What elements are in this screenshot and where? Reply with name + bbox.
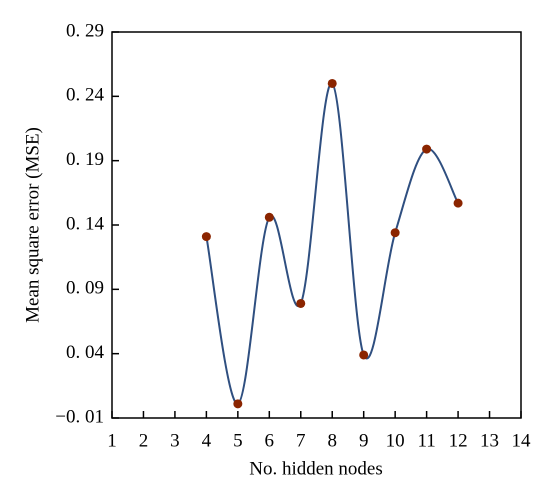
line bbox=[205, 82, 459, 405]
x-tick-label: 10 bbox=[386, 430, 405, 451]
y-tick-label: 0. 09 bbox=[66, 278, 104, 299]
x-tick-label: 14 bbox=[512, 430, 532, 451]
x-axis-label: No. hidden nodes bbox=[249, 458, 383, 479]
y-tick-label: −0. 01 bbox=[55, 406, 104, 427]
x-tick-label: 6 bbox=[265, 430, 275, 451]
x-tick-label: 3 bbox=[170, 430, 180, 451]
marker bbox=[233, 399, 243, 409]
x-tick-label: 11 bbox=[417, 430, 435, 451]
marker bbox=[359, 350, 369, 360]
marker bbox=[327, 78, 337, 88]
y-tick-label: 0. 24 bbox=[66, 85, 105, 106]
x-tick-label: 7 bbox=[296, 430, 306, 451]
y-tick-label: 0. 29 bbox=[66, 20, 104, 41]
y-tick-label: 0. 04 bbox=[66, 342, 105, 363]
plot-frame bbox=[111, 31, 522, 419]
x-tick-label: 13 bbox=[480, 430, 499, 451]
y-axis-label: Mean square error (MSE) bbox=[22, 127, 43, 323]
x-tick-label: 12 bbox=[449, 430, 468, 451]
x-tick-label: 1 bbox=[107, 430, 117, 451]
x-tick-label: 2 bbox=[139, 430, 149, 451]
x-tick-label: 9 bbox=[359, 430, 369, 451]
marker bbox=[296, 298, 306, 308]
x-tick-label: 4 bbox=[202, 430, 212, 451]
y-tick-label: 0. 14 bbox=[66, 213, 105, 234]
marker bbox=[422, 144, 432, 154]
x-tick-label: 8 bbox=[327, 430, 337, 451]
marker bbox=[390, 228, 400, 238]
x-tick-label: 5 bbox=[233, 430, 243, 451]
y-tick-label: 0. 19 bbox=[66, 149, 104, 170]
marker bbox=[453, 198, 463, 208]
marker bbox=[201, 232, 211, 242]
marker bbox=[264, 212, 274, 222]
